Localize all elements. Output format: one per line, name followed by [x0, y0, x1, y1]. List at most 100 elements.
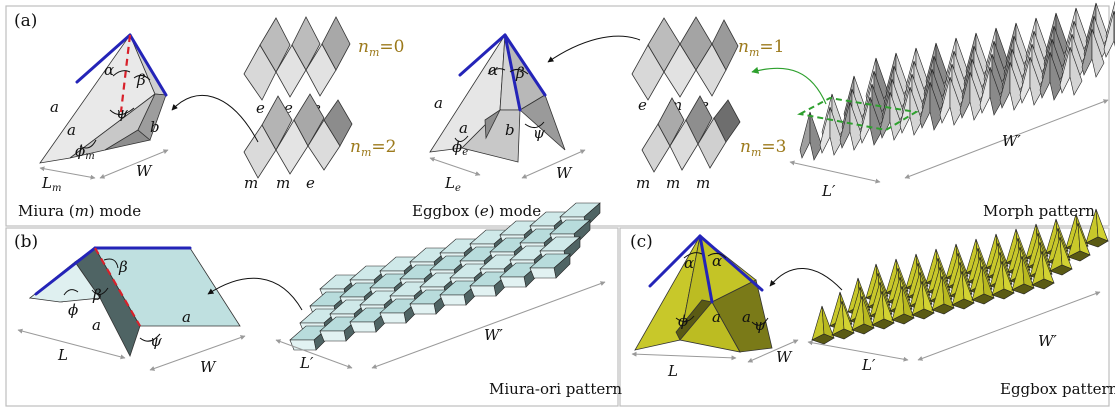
eggbox-facet	[1049, 264, 1073, 276]
c-Wp: W′	[1038, 332, 1057, 350]
c-a-1: a	[712, 308, 721, 326]
eggbox-facet	[831, 328, 855, 340]
morph-facet	[819, 106, 831, 154]
eggbox-a-low: a	[459, 119, 468, 137]
miura-facet	[439, 294, 467, 306]
seq-nm2-3: e	[306, 174, 315, 192]
miura-facet	[529, 267, 557, 279]
c-psi: ψ	[754, 316, 766, 334]
b-W: W	[200, 358, 217, 376]
miura-a-top: a	[50, 98, 59, 116]
strip-nm2	[243, 93, 353, 179]
eggbox-a-top: a	[434, 94, 443, 112]
c-Lp: L′	[861, 356, 876, 374]
miura-facet	[289, 339, 317, 351]
eggbox-facet	[1067, 250, 1091, 262]
nm1-label: nm=1	[738, 37, 784, 59]
b-psi: ψ	[150, 332, 162, 350]
seq-nm3-1: m	[636, 174, 650, 192]
seq-nm0-2: e	[284, 99, 293, 117]
morph-facet	[889, 91, 903, 141]
eggbox-b: b	[505, 121, 515, 139]
morph-facet	[809, 111, 823, 161]
eggbox-facet	[891, 313, 915, 325]
miura-facet	[409, 303, 437, 315]
nm2-label: nm=2	[350, 137, 396, 159]
miura-W: W	[136, 162, 153, 180]
miura-facet	[379, 312, 407, 324]
morph-Lp: L′	[821, 182, 836, 200]
c-L: L	[667, 362, 678, 380]
b-Lp: L′	[299, 354, 314, 372]
b-beta-1: β	[118, 258, 128, 276]
morph-facet	[829, 106, 843, 156]
c-phi: ϕ	[678, 312, 688, 330]
eggbox-alpha: α	[488, 61, 498, 79]
strip-nm1	[631, 16, 739, 101]
c-alpha-1: α	[684, 254, 694, 272]
miura-facet	[319, 330, 347, 342]
eggbox-facet	[851, 323, 875, 335]
miura-phi: ϕm	[75, 142, 95, 162]
seq-nm1-1: e	[638, 96, 647, 114]
eggbox-facet	[1085, 236, 1109, 248]
panel-c-frame	[619, 227, 1110, 407]
miura-b: b	[150, 118, 160, 136]
morph-Wp: W′	[1002, 132, 1021, 150]
panel-b-label: (b)	[14, 232, 38, 252]
miura-unit-cell	[39, 33, 168, 164]
eggbox-unit-cell	[429, 33, 566, 163]
eggbox-Le: Le	[444, 174, 461, 194]
seq-nm2-2: m	[276, 174, 290, 192]
miura-facet	[349, 321, 377, 333]
seq-nm3-2: m	[666, 174, 680, 192]
nm0-label: nm=0	[358, 37, 404, 59]
eggbox-psi: ψ	[533, 124, 545, 142]
miura-psi: ψ	[116, 104, 128, 122]
seq-nm3-3: m	[696, 174, 710, 192]
b-a-1: a	[92, 316, 101, 334]
morph-facet	[1091, 28, 1105, 78]
miura-beta: β	[136, 71, 146, 89]
b-Wp: W′	[484, 326, 503, 344]
miura-mode-caption: Miura (m) mode	[18, 202, 141, 220]
eggbox-mode-caption: Eggbox (e) mode	[412, 202, 541, 220]
nm3-label: nm=3	[740, 137, 786, 159]
b-a-2: a	[182, 308, 191, 326]
b-phi: ϕ	[68, 301, 78, 319]
miura-facet	[499, 276, 527, 288]
morph-facet	[869, 96, 883, 146]
seq-nm0-1: e	[256, 99, 265, 117]
eggbox-beta: β	[515, 64, 525, 82]
eggbox-facet	[1095, 208, 1109, 242]
morph-facet	[1069, 46, 1083, 96]
miura-Lm: Lm	[41, 174, 61, 194]
panel-b-caption: Miura-ori pattern	[489, 380, 622, 398]
morph-pattern	[799, 0, 1115, 161]
morph-caption: Morph pattern	[983, 202, 1095, 220]
miura-facet	[469, 285, 497, 297]
miura-ori-unit-cell	[28, 246, 241, 358]
seq-nm2-1: m	[244, 174, 258, 192]
panel-c-label: (c)	[630, 232, 653, 252]
c-W: W	[776, 348, 793, 366]
eggbox-W: W	[556, 164, 573, 182]
b-beta-2: β	[92, 286, 102, 304]
panel-a-label: (a)	[14, 11, 37, 31]
miura-alpha: α	[104, 61, 114, 79]
c-a-2: a	[742, 308, 751, 326]
panel-b-frame	[5, 227, 619, 407]
b-L: L	[57, 346, 68, 364]
eggbox-unit-cell-yellow	[634, 234, 773, 353]
eggbox-facet	[1031, 278, 1055, 290]
strip-nm3	[641, 95, 741, 173]
eggbox-pattern-yellow	[811, 208, 1109, 345]
miura-a-low: a	[67, 121, 76, 139]
morph-facet	[799, 111, 811, 159]
strip-nm0	[243, 16, 351, 101]
panel-c-caption: Eggbox pattern	[1000, 380, 1115, 398]
c-alpha-2: α	[712, 252, 722, 270]
miura-ori-pattern	[289, 202, 601, 351]
eggbox-facet	[871, 318, 895, 330]
